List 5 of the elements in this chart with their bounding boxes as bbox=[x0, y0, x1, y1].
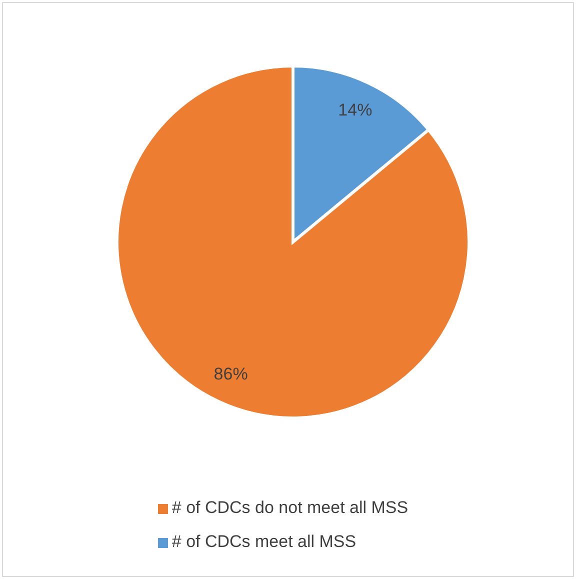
pie-slice bbox=[116, 64, 470, 420]
legend-label: # of CDCs do not meet all MSS bbox=[172, 498, 408, 517]
data-label: 14% bbox=[338, 100, 372, 120]
data-label: 86% bbox=[214, 364, 248, 384]
legend-label: # of CDCs meet all MSS bbox=[172, 532, 356, 551]
